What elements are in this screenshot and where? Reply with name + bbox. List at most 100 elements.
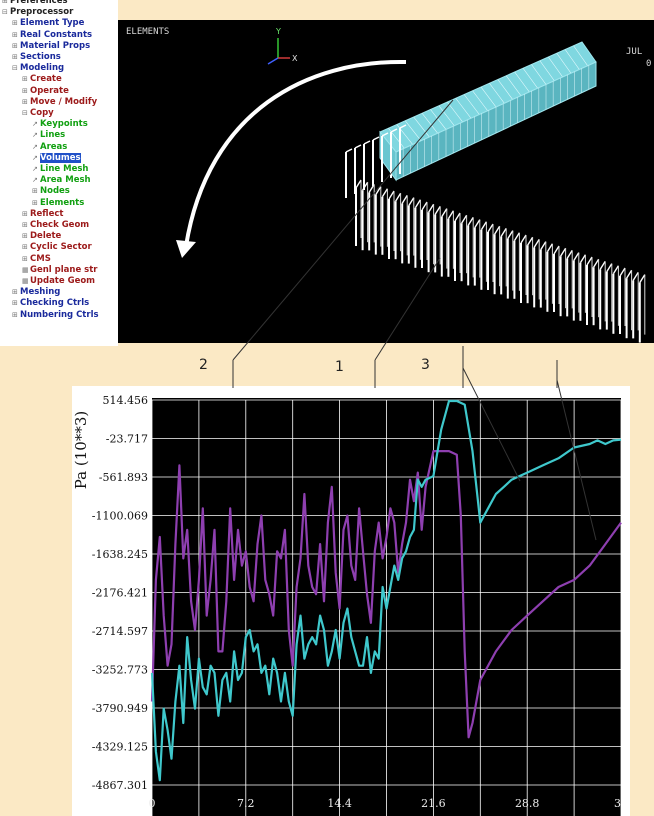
y-tick-label: -3252.773 bbox=[92, 664, 148, 677]
fin bbox=[632, 272, 639, 281]
tree-item[interactable]: ⊞ Operate bbox=[22, 86, 69, 97]
x-tick-label: 7.2 bbox=[237, 797, 255, 810]
tree-expander-icon[interactable]: ⊞ bbox=[22, 86, 28, 95]
tree-item-label: Numbering Ctrls bbox=[20, 309, 99, 320]
tree-expander-icon[interactable]: ↗ bbox=[32, 120, 38, 129]
tree-item[interactable]: ⊞ Move / Modify bbox=[22, 97, 97, 108]
tree-item[interactable]: ⊞ Elements bbox=[32, 198, 84, 209]
tree-expander-icon[interactable]: ⊞ bbox=[22, 232, 28, 241]
tree-expander-icon[interactable]: ▦ bbox=[22, 277, 29, 285]
fin-array bbox=[345, 124, 646, 343]
fin bbox=[375, 186, 382, 195]
fin bbox=[540, 241, 547, 250]
tree-expander-icon[interactable]: ↗ bbox=[32, 153, 38, 162]
tree-item[interactable]: ⊞ CMS bbox=[22, 254, 51, 265]
tree-item[interactable]: ⊟ Preprocessor bbox=[2, 7, 73, 18]
tree-item[interactable]: ↗ Keypoints bbox=[32, 119, 88, 130]
tree-item-label: Areas bbox=[40, 141, 68, 152]
tree-expander-icon[interactable]: ↗ bbox=[32, 176, 38, 185]
tree-item[interactable]: ⊞ Cyclic Sector bbox=[22, 242, 92, 253]
tree-item[interactable]: ⊞ Reflect bbox=[22, 209, 63, 220]
tree-expander-icon[interactable]: ⊟ bbox=[22, 109, 28, 117]
tree-expander-icon[interactable]: ⊞ bbox=[22, 221, 28, 229]
tree-expander-icon[interactable]: ⊞ bbox=[22, 97, 28, 106]
tree-expander-icon[interactable]: ⊞ bbox=[22, 75, 28, 84]
fin bbox=[612, 265, 619, 275]
y-tick-label: -2176.421 bbox=[92, 587, 148, 600]
fin bbox=[593, 258, 600, 268]
tree-item[interactable]: ▦Update Geom bbox=[22, 276, 95, 287]
mesh-line bbox=[514, 71, 530, 93]
fin bbox=[513, 232, 520, 242]
fin bbox=[447, 210, 454, 220]
tree-item[interactable]: ⊟ Modeling bbox=[12, 63, 64, 74]
tree-expander-icon[interactable]: ⊞ bbox=[22, 254, 28, 263]
tree-item-label: Material Props bbox=[20, 40, 91, 51]
mesh-line bbox=[396, 124, 413, 145]
tree-item[interactable]: ⊞ Checking Ctrls bbox=[12, 298, 89, 309]
tree-expander-icon[interactable]: ⊞ bbox=[12, 310, 18, 319]
tree-item[interactable]: ⊞ Sections bbox=[12, 52, 61, 63]
mesh-line bbox=[472, 90, 488, 111]
tree-expander-icon[interactable]: ↗ bbox=[32, 165, 38, 173]
fin bbox=[408, 197, 415, 206]
leader-lines bbox=[232, 99, 597, 541]
tree-item-label: Create bbox=[30, 74, 62, 85]
graphics-viewport[interactable]: ELEMENTS JUL 0 Y X bbox=[118, 20, 654, 343]
tree-item[interactable]: ⊞ Create bbox=[22, 74, 62, 85]
tree-item[interactable]: ↗ Volumes bbox=[32, 152, 81, 164]
x-tick-label: 0 bbox=[149, 797, 156, 810]
tree-expander-icon[interactable]: ⊞ bbox=[12, 41, 18, 50]
fin bbox=[606, 263, 613, 272]
tree-expander-icon[interactable]: ⊞ bbox=[22, 209, 28, 218]
tree-expander-icon[interactable]: ⊟ bbox=[2, 8, 8, 17]
fin bbox=[566, 250, 573, 259]
tree-expander-icon[interactable]: ⊞ bbox=[22, 243, 28, 252]
tree-expander-icon[interactable]: ↗ bbox=[32, 142, 38, 151]
y-tick-label: -4329.125 bbox=[92, 741, 148, 754]
y-tick-label: 514.456 bbox=[103, 394, 149, 407]
mesh-line bbox=[573, 45, 588, 66]
fin bbox=[599, 261, 606, 270]
viewport-label: ELEMENTS bbox=[126, 27, 169, 37]
x-tick-label: 14.4 bbox=[327, 797, 352, 810]
tree-item[interactable]: ↗ Area Mesh bbox=[32, 175, 91, 186]
tree-item[interactable]: ↗ Areas bbox=[32, 142, 67, 153]
callout-2: 2 bbox=[199, 357, 208, 373]
tree-expander-icon[interactable]: ▦ bbox=[22, 265, 29, 274]
tree-item[interactable]: ↗ Line Mesh bbox=[32, 164, 88, 175]
tree-item[interactable]: ⊞ Preferences bbox=[2, 0, 68, 7]
tree-item[interactable]: ⊞ Real Constants bbox=[12, 30, 92, 41]
tree-item[interactable]: ⊞ Meshing bbox=[12, 287, 60, 298]
tree-expander-icon[interactable]: ⊞ bbox=[32, 198, 38, 207]
tree-item[interactable]: ▦Genl plane str bbox=[22, 265, 98, 276]
tree-item[interactable]: ⊞ Material Props bbox=[12, 41, 90, 52]
tree-item[interactable]: ↗ Lines bbox=[32, 130, 65, 141]
tree-expander-icon[interactable]: ⊞ bbox=[12, 288, 18, 297]
fin bbox=[363, 140, 371, 145]
tree-item[interactable]: ⊞ Numbering Ctrls bbox=[12, 310, 99, 321]
tree-item-label: Area Mesh bbox=[40, 175, 91, 186]
fin bbox=[487, 223, 494, 233]
mesh-line bbox=[455, 98, 472, 119]
fin bbox=[573, 252, 580, 261]
tree-expander-icon[interactable]: ↗ bbox=[32, 131, 38, 140]
tree-expander-icon[interactable]: ⊞ bbox=[2, 0, 8, 5]
tree-item[interactable]: ⊞ Delete bbox=[22, 231, 61, 242]
tree-item[interactable]: ⊞ Nodes bbox=[32, 186, 70, 197]
tree-expander-icon[interactable]: ⊞ bbox=[32, 187, 38, 196]
tree-expander-icon[interactable]: ⊞ bbox=[12, 30, 18, 39]
tree-expander-icon[interactable]: ⊟ bbox=[12, 64, 18, 73]
fin bbox=[354, 144, 362, 149]
tree-item[interactable]: ⊟ Copy bbox=[22, 108, 54, 119]
tree-expander-icon[interactable]: ⊞ bbox=[12, 53, 18, 61]
tree-expander-icon[interactable]: ⊞ bbox=[12, 19, 18, 28]
tree-item[interactable]: ⊞ Check Geom bbox=[22, 220, 89, 231]
fin bbox=[381, 132, 389, 137]
callout-zone: 2 1 3 bbox=[0, 343, 654, 388]
tree-item[interactable]: ⊞ Element Type bbox=[12, 18, 84, 29]
tree-expander-icon[interactable]: ⊞ bbox=[12, 299, 18, 308]
y-tick-label: -4867.301 bbox=[92, 779, 148, 792]
tree-item-label: Lines bbox=[40, 130, 66, 141]
mesh-line bbox=[497, 79, 513, 100]
